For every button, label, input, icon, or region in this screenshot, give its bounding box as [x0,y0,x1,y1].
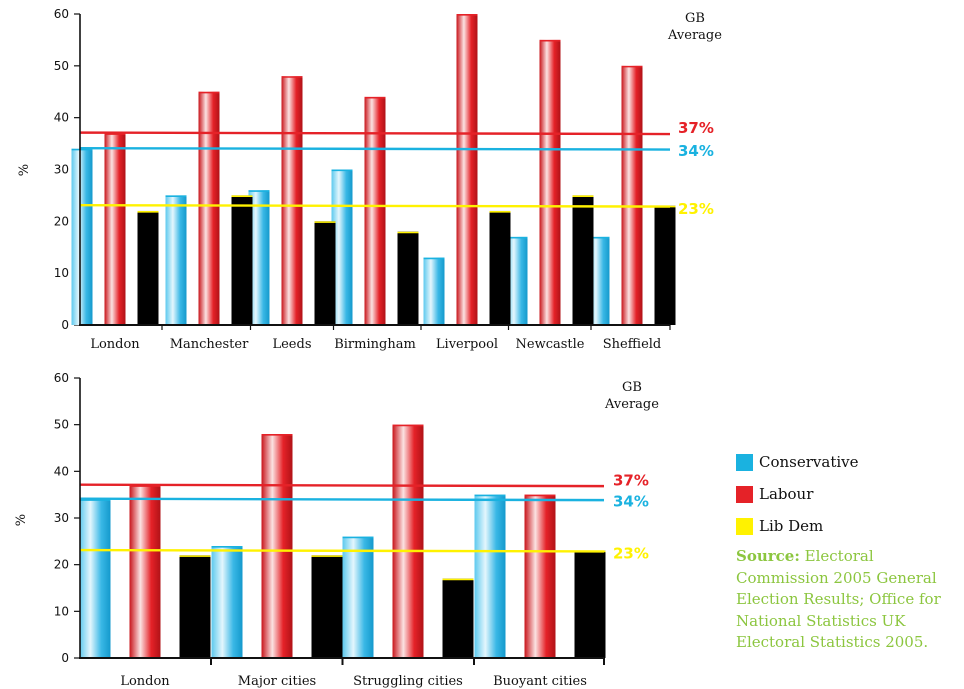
chart-2-y-tick-label: 20 [54,558,69,572]
chart-1-bar-labour-sheffield [621,65,643,325]
chart-1-gb-average-title: GB [685,11,705,26]
chart-1-bar-conservative-leeds [248,190,270,325]
chart-1-y-tick-label: 10 [54,266,69,280]
chart-2-gb-average-line-labour [79,483,605,488]
legend-swatch-lib-dem [736,517,753,535]
chart-2-bar-conservative-buoyant-cities [474,494,506,658]
chart-2-bar-conservative-london [79,499,111,658]
chart-1-bar-conservative-newcastle [506,236,528,325]
chart-2-gb-average-label-lib-dem: 23% [613,545,649,563]
source-note: Source: Electoral Commission 2005 Genera… [736,546,961,654]
chart-2-gb-average-label-conservative: 34% [613,492,649,510]
chart-1-y-tick-label: 50 [54,59,69,73]
legend-label: Lib Dem [759,517,824,535]
chart-2-bar-labour-major-cities [261,434,293,658]
chart-2-y-tick-label: 10 [54,604,69,618]
chart-2-x-tick-label: Struggling cities [353,674,463,689]
chart-2-y-axis-label: % [14,514,29,526]
legend: Conservative Labour Lib Dem [736,446,956,542]
chart-1-y-tick-label: 20 [54,214,69,228]
chart-2-gb-average-line-lib-dem [79,548,605,553]
chart-1-bar-lib-dem-birmingham [397,231,419,325]
legend-label: Labour [759,485,814,503]
chart-1-gb-average-line-labour [79,131,671,136]
chart-1-bar-labour-birmingham [364,96,386,325]
chart-1-x-tick-label: Manchester [170,337,249,352]
chart-2-bar-lib-dem-london [179,555,211,658]
chart-2-bar-lib-dem-buoyant-cities [574,550,606,658]
chart-1-y-tick-label: 60 [54,7,69,21]
chart-1-gb-average-label-labour: 37% [678,119,714,137]
chart-2-bar-labour-struggling-cities [392,424,424,658]
chart-2-bar-lib-dem-major-cities [311,555,343,658]
chart-2-gb-average-line-conservative [79,497,605,502]
chart-1-bar-conservative-london [71,148,93,325]
chart-1-bar-lib-dem-liverpool [489,210,511,325]
chart-2-y-tick-label: 50 [54,418,69,432]
chart-1-y-tick-label: 0 [61,318,69,332]
chart-1-bar-conservative-liverpool [423,257,445,325]
chart-2-y-tick-label: 40 [54,464,69,478]
chart-1-gb-average-line-lib-dem [79,203,671,208]
chart-1-x-tick-label: Leeds [272,337,311,352]
chart-2-gb-average-label-labour: 37% [613,471,649,489]
chart-2-y-tick-label: 0 [61,651,69,665]
chart-1-bar-labour-manchester [198,91,220,325]
chart-1-gb-average-label-lib-dem: 23% [678,200,714,218]
chart-2-bar-conservative-struggling-cities [342,536,374,658]
chart-1-x-tick-label: Newcastle [516,337,585,352]
chart-1-bar-conservative-birmingham [331,169,353,325]
legend-swatch-labour [736,485,753,503]
chart-1-bar-conservative-sheffield [588,236,610,325]
chart-1-x-tick-label: Birmingham [334,337,416,352]
chart-1-bar-lib-dem-leeds [314,221,336,325]
chart-1-bar-conservative-manchester [165,195,187,325]
chart-2-bar-labour-buoyant-cities [524,494,556,658]
legend-label: Conservative [759,453,859,471]
source-prefix: Source: [736,547,800,565]
chart-1-y-tick-label: 40 [54,111,69,125]
chart-2-y-tick-label: 60 [54,371,69,385]
chart-1-x-tick-label: Sheffield [603,337,662,352]
chart-2-y-tick-label: 30 [54,511,69,525]
chart-1-x-tick-label: Liverpool [436,337,498,352]
chart-2-gb-average-title: GB [622,380,642,395]
chart-2-bar-lib-dem-struggling-cities [442,578,474,658]
chart-1-bar-labour-liverpool [456,14,478,325]
chart-1-bar-lib-dem-manchester [231,195,253,325]
chart-2-x-tick-label: Major cities [238,674,316,689]
legend-item-conservative: Conservative [736,446,956,478]
chart-2-x-tick-label: Buoyant cities [493,674,587,689]
source-text: Electoral Commission 2005 General Electi… [736,547,941,651]
chart-1-x-tick-label: London [90,337,140,352]
legend-item-lib-dem: Lib Dem [736,510,956,542]
chart-1-bar-labour-london [104,133,126,325]
chart-1-bar-lib-dem-sheffield [654,205,676,325]
chart-1-y-axis-label: % [17,164,32,176]
legend-swatch-conservative [736,453,753,471]
chart-1-bar-lib-dem-london [137,210,159,325]
chart-2-gb-average-title: Average [604,397,659,412]
chart-2-x-tick-label: London [120,674,170,689]
chart-1-gb-average-line-conservative [79,146,671,151]
chart-1-gb-average-label-conservative: 34% [678,142,714,160]
chart-1-bar-labour-leeds [281,76,303,325]
chart-1-y-tick-label: 30 [54,163,69,177]
chart-2-bar-conservative-major-cities [211,546,243,658]
chart-2-bar-labour-london [129,485,161,658]
chart-1-gb-average-title: Average [667,28,722,43]
chart-1-bar-labour-newcastle [539,39,561,326]
legend-item-labour: Labour [736,478,956,510]
chart-1-bar-lib-dem-newcastle [572,195,594,325]
